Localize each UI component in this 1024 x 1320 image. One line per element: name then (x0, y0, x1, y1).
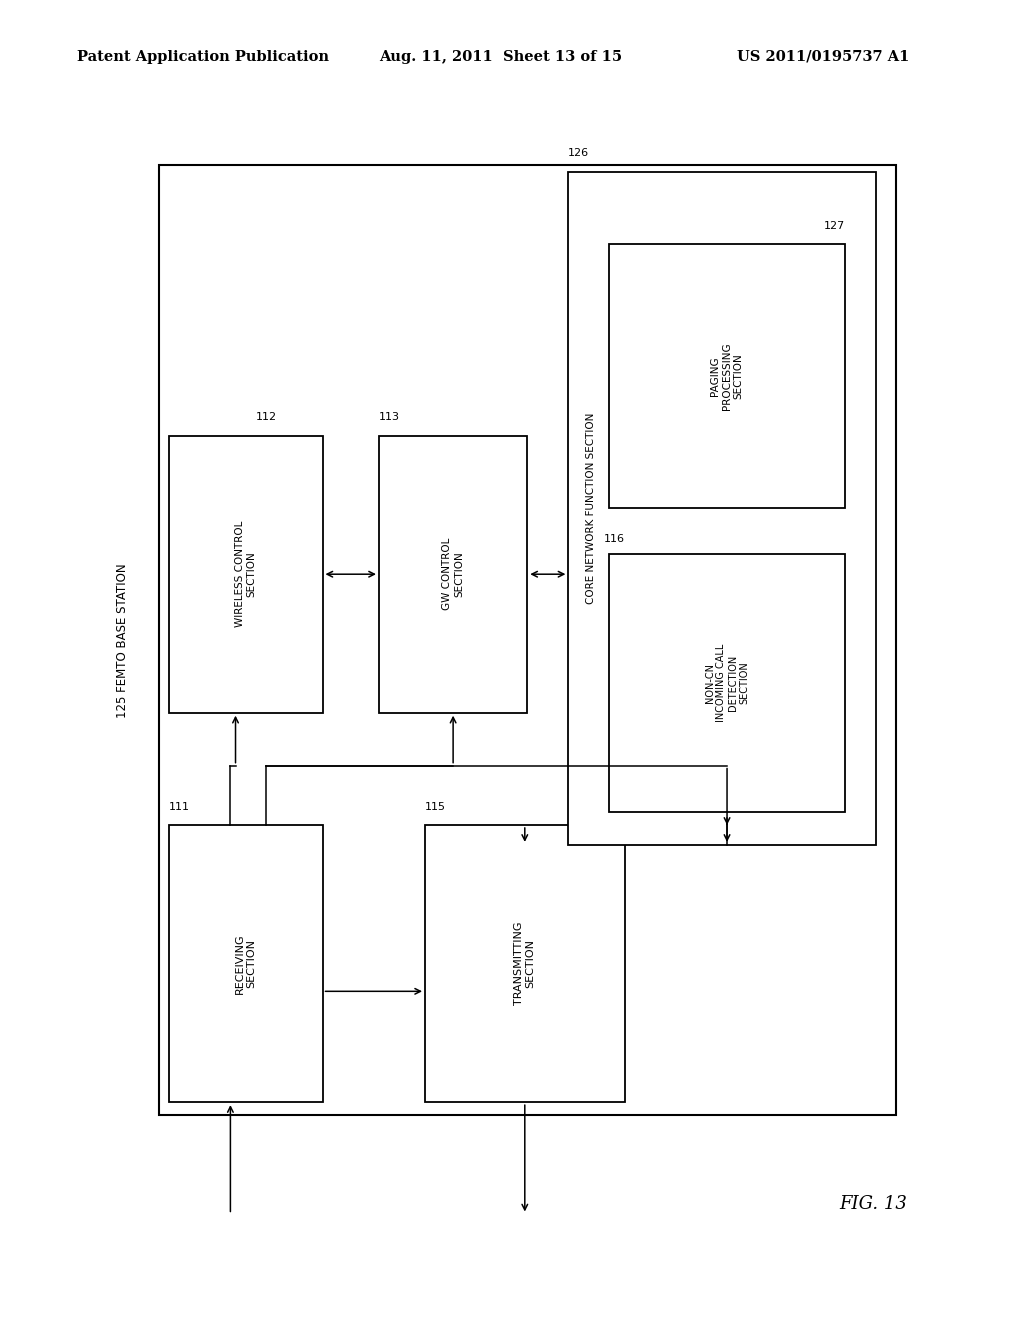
Text: TRANSMITTING
SECTION: TRANSMITTING SECTION (514, 921, 536, 1006)
Bar (568, 172, 876, 845)
Text: 113: 113 (379, 412, 400, 422)
Text: WIRELESS CONTROL
SECTION: WIRELESS CONTROL SECTION (234, 521, 257, 627)
Text: 116: 116 (604, 533, 626, 544)
Bar (609, 554, 845, 812)
Bar (159, 165, 896, 1115)
Bar (169, 436, 323, 713)
Bar (169, 825, 323, 1102)
Bar (609, 244, 845, 508)
Text: PAGING
PROCESSING
SECTION: PAGING PROCESSING SECTION (711, 342, 743, 411)
Text: 111: 111 (169, 801, 190, 812)
Text: FIG. 13: FIG. 13 (840, 1195, 907, 1213)
Bar (379, 436, 527, 713)
Text: 127: 127 (823, 220, 845, 231)
Text: 126: 126 (568, 148, 590, 158)
Text: CORE NETWORK FUNCTION SECTION: CORE NETWORK FUNCTION SECTION (586, 413, 596, 603)
Bar (425, 825, 625, 1102)
Text: GW CONTROL
SECTION: GW CONTROL SECTION (442, 539, 464, 610)
Text: Aug. 11, 2011  Sheet 13 of 15: Aug. 11, 2011 Sheet 13 of 15 (379, 50, 622, 63)
Text: US 2011/0195737 A1: US 2011/0195737 A1 (737, 50, 909, 63)
Text: NON-CN
INCOMING CALL
DETECTION
SECTION: NON-CN INCOMING CALL DETECTION SECTION (705, 644, 750, 722)
Text: 115: 115 (425, 801, 446, 812)
Text: Patent Application Publication: Patent Application Publication (77, 50, 329, 63)
Text: RECEIVING
SECTION: RECEIVING SECTION (234, 933, 257, 994)
Text: 125 FEMTO BASE STATION: 125 FEMTO BASE STATION (117, 562, 129, 718)
Text: 112: 112 (256, 412, 278, 422)
